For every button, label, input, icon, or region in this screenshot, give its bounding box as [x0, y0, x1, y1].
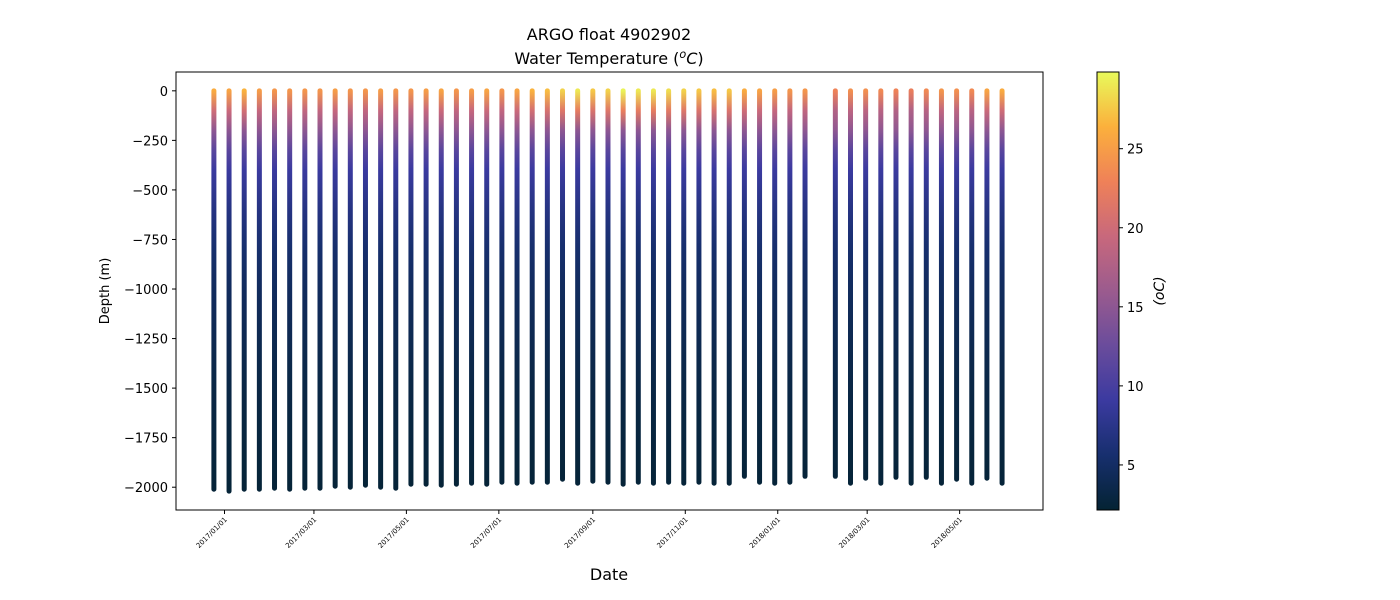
x-tick-label: 2017/11/01: [656, 516, 690, 550]
colorbar-tick-label: 25: [1127, 143, 1144, 158]
y-axis: 0 −250 −500 −750 −1000 −1250 −1500 −1750 −2000: [124, 85, 176, 496]
y-axis-label: Depth (m): [98, 258, 113, 325]
y-tick-label: −500: [132, 184, 168, 199]
chart-title-line1: ARGO float 4902902: [527, 25, 691, 44]
y-tick-label: 0: [160, 85, 168, 100]
y-tick-label: −1500: [124, 382, 168, 397]
colorbar-label: (oC): [1152, 276, 1168, 305]
y-tick-label: −2000: [124, 481, 168, 496]
x-tick-label: 2018/05/01: [930, 516, 964, 550]
x-tick-label: 2018/03/01: [837, 516, 871, 550]
colorbar-tick-label: 20: [1127, 222, 1144, 237]
colorbar: [1096, 71, 1120, 511]
x-tick-label: 2017/07/01: [469, 516, 503, 550]
colorbar-tick-label: 15: [1127, 301, 1144, 316]
x-tick-label: 2017/03/01: [284, 516, 318, 550]
chart-title-line2: Water Temperature (oC): [514, 48, 703, 69]
x-tick-label: 2017/01/01: [195, 516, 229, 550]
y-tick-label: −1000: [124, 283, 168, 298]
y-tick-label: −250: [132, 134, 168, 149]
x-tick-label: 2018/01/01: [748, 516, 782, 550]
profiles-layer: [211, 88, 1005, 494]
y-tick-label: −1250: [124, 333, 168, 348]
plot-area-frame: [175, 71, 1044, 511]
x-tick-label: 2017/09/01: [563, 516, 597, 550]
colorbar-tick-label: 5: [1127, 459, 1135, 474]
colorbar-tick-label: 10: [1127, 380, 1144, 395]
y-tick-label: −1750: [124, 432, 168, 447]
x-axis: 2017/01/01 2017/03/01 2017/05/01 2017/07/01…: [195, 510, 964, 550]
x-axis-label: Date: [590, 565, 628, 584]
colorbar-ticks: 5 10 15 20 25: [1119, 143, 1144, 474]
y-tick-label: −750: [132, 233, 168, 248]
x-tick-label: 2017/05/01: [377, 516, 411, 550]
